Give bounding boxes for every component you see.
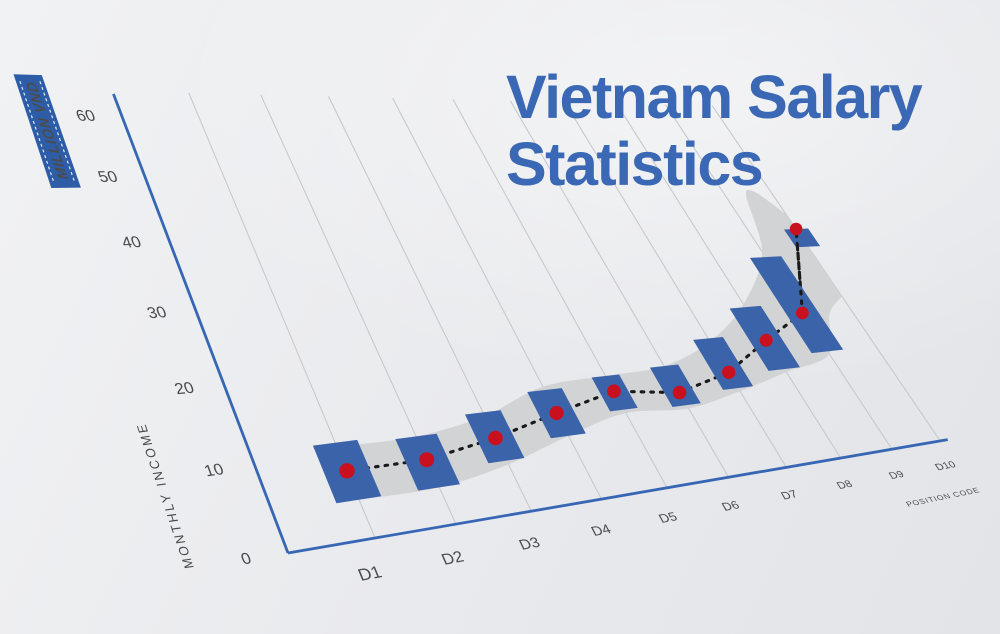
x-category-label: D2 [439,548,467,568]
gridline [615,103,842,459]
salary-point [796,306,809,320]
y-tick-label: 0 [239,550,254,568]
gridline [452,99,668,489]
y-tick-label: 40 [119,234,143,252]
salary-point [607,384,621,399]
unit-ribbon [13,74,81,188]
x-category-label: D3 [516,535,542,554]
y-tick-label: 10 [202,461,226,480]
gridline [711,105,941,442]
chart-title: Vietnam Salary Statistics [506,63,923,198]
salary-point [549,405,564,421]
y-tick-label: 20 [172,379,196,398]
title-line-1: Vietnam Salary [506,63,923,131]
x-category-label: D6 [719,498,742,513]
salary-point [339,463,355,479]
salary-point [789,222,803,236]
x-category-label: D9 [887,470,906,482]
salary-point [722,365,736,379]
confidence-band [336,189,842,500]
x-category-label: D8 [835,479,855,492]
axis-y [112,93,290,554]
x-category-label: D10 [933,460,958,473]
salary-range-box [749,256,844,354]
salary-range-box [649,364,701,407]
y-axis-title: MONTHLY INCOME [133,421,197,569]
salary-range-box [693,337,754,390]
title-line-2: Statistics [506,130,764,198]
y-tick-label: 50 [96,169,120,186]
gridline [509,100,730,478]
gridline [564,101,787,468]
x-category-label: D5 [656,509,680,525]
salary-point [488,430,503,446]
y-tick-label: 60 [73,107,97,124]
x-category-label: D7 [779,488,800,502]
y-tick-label: 30 [145,304,169,322]
axis-x [287,438,948,555]
trend-dotted-line [345,227,805,473]
x-category-label: D4 [589,522,614,540]
salary-point [759,333,773,347]
trend-dotted-line-top [794,227,804,315]
x-axis-title: POSITION CODE [904,486,981,508]
salary-point [672,385,687,400]
x-category-label: D1 [355,562,385,585]
salary-point [419,452,435,468]
